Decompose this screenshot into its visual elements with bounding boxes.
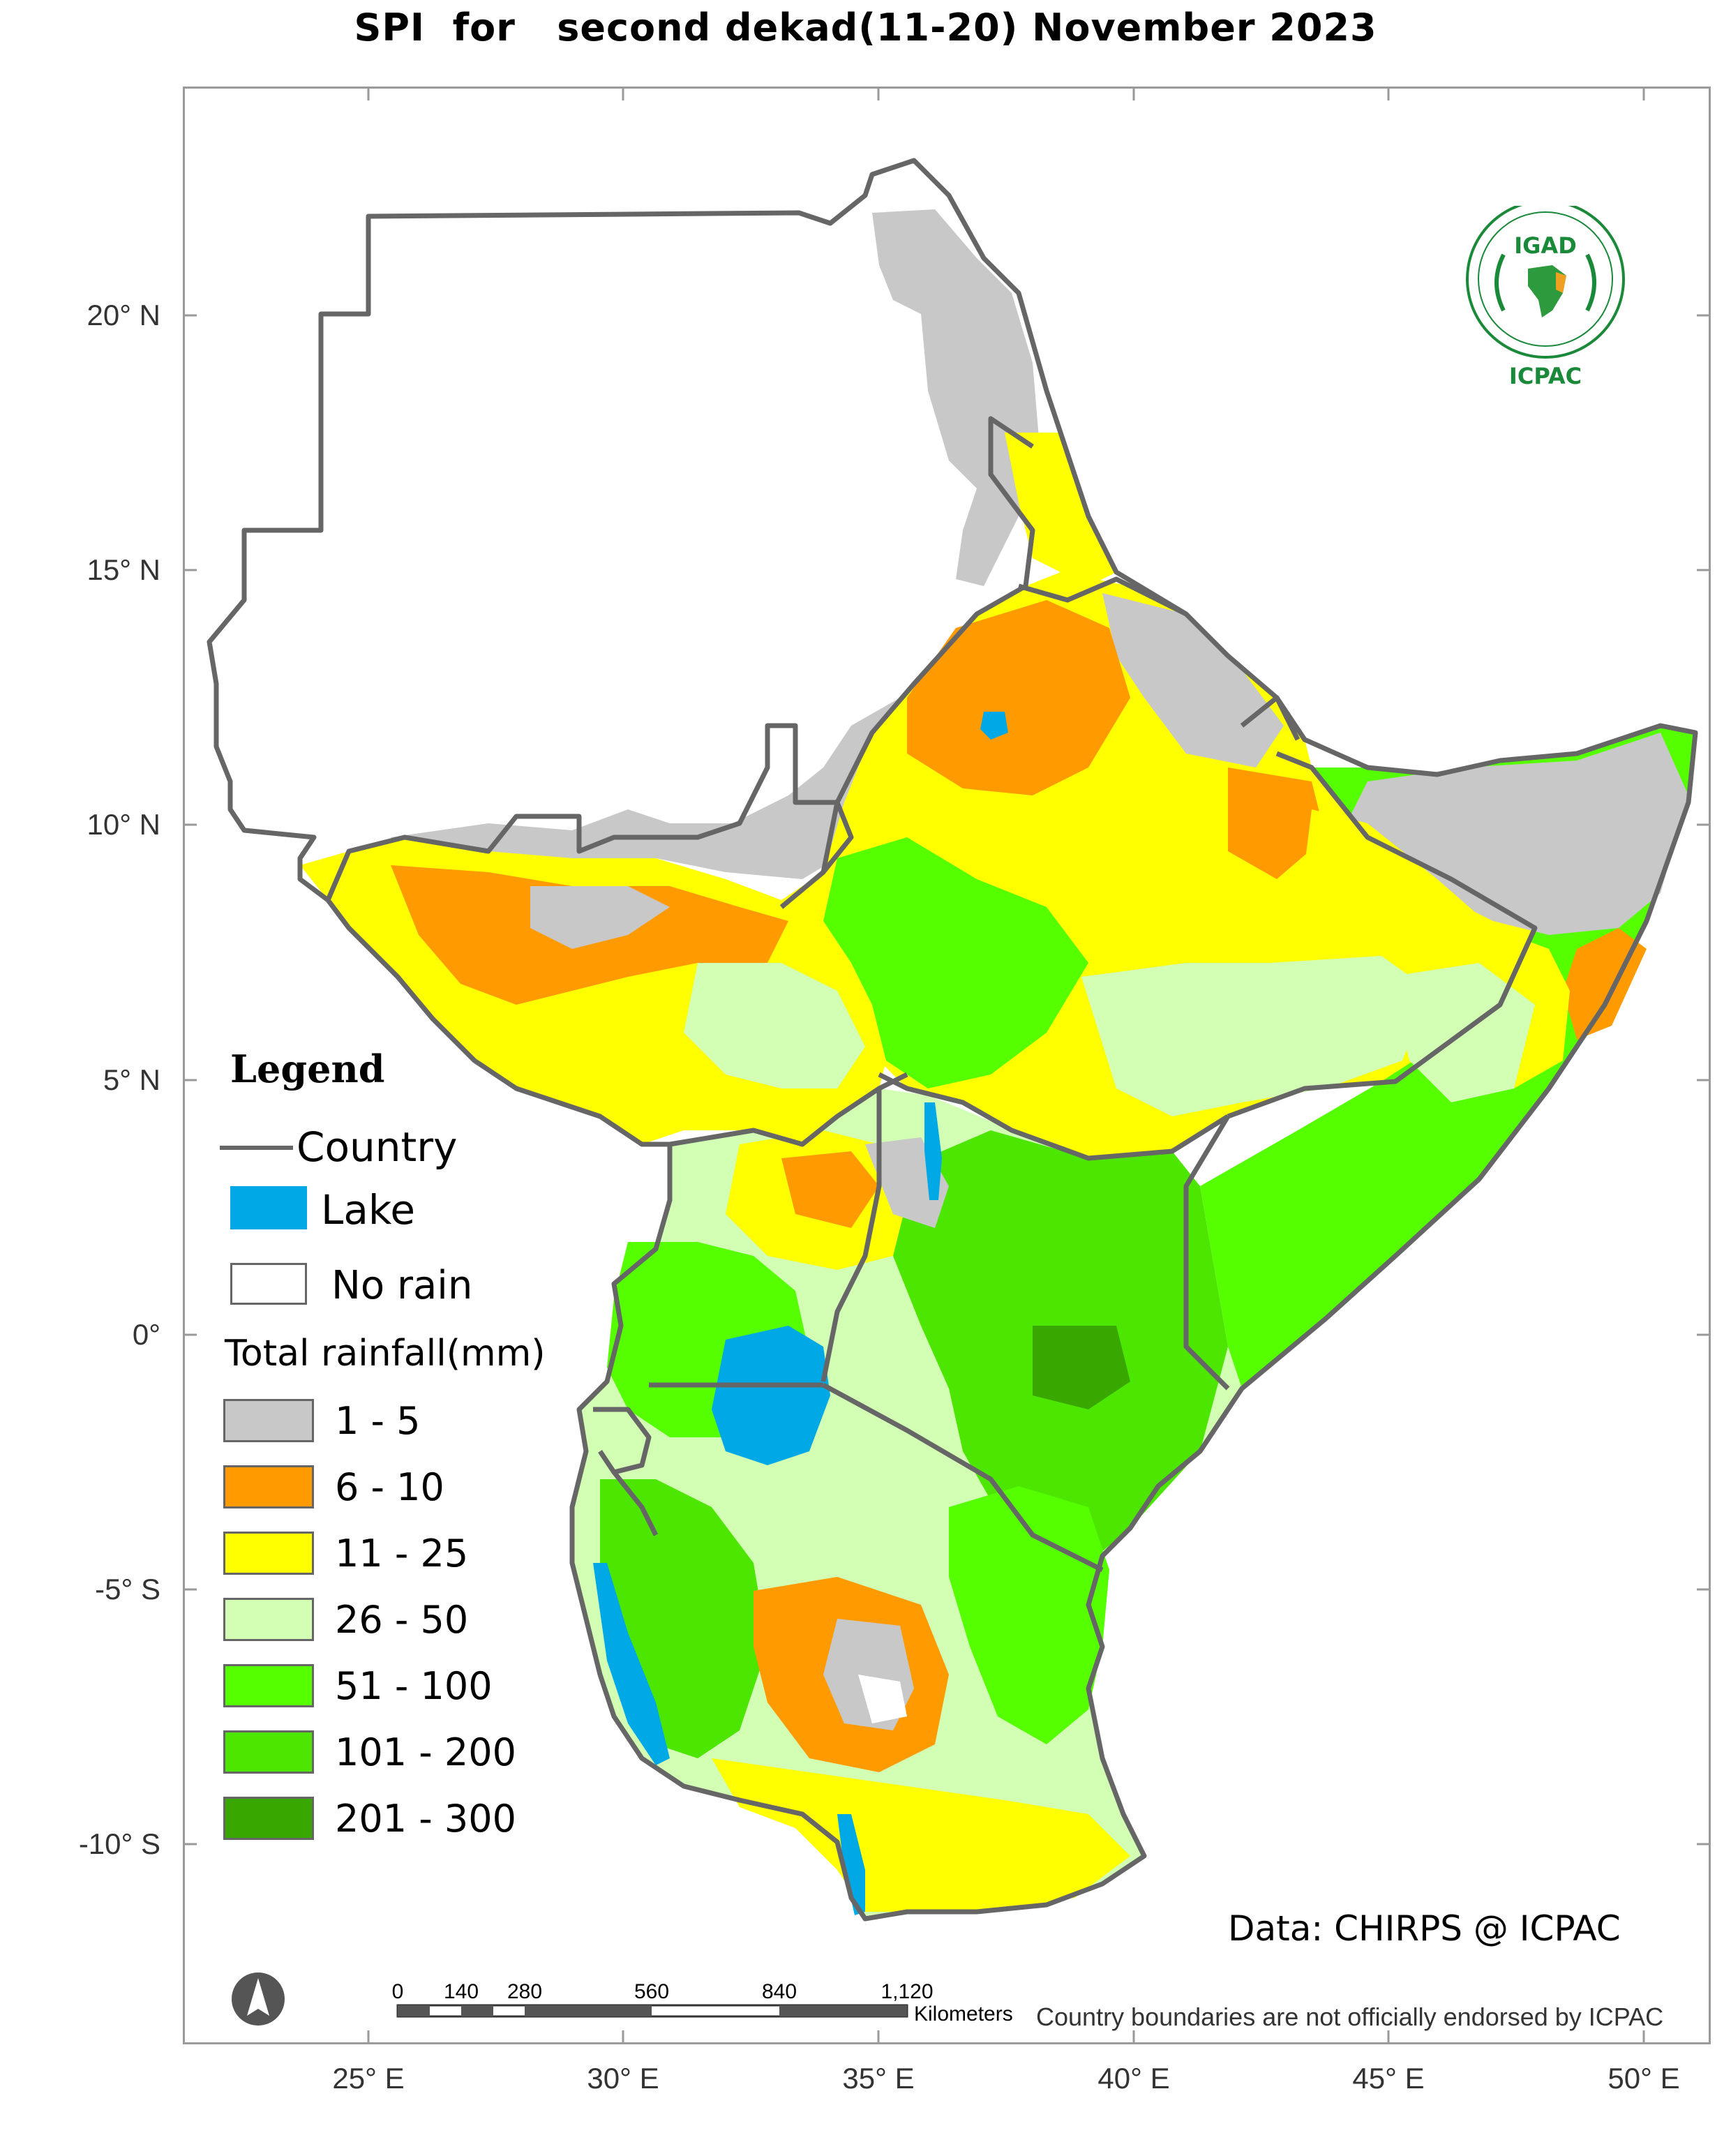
ethiopia-orange-1	[907, 600, 1130, 795]
legend-class-label: 6 - 10	[335, 1465, 444, 1509]
legend-swatch	[223, 1797, 314, 1840]
legend-class-label: 26 - 50	[335, 1598, 469, 1642]
ethiopia-lightgreen	[1081, 956, 1430, 1116]
legend-norain-label: No rain	[331, 1263, 473, 1308]
x-tick-label: 25° E	[332, 2062, 405, 2095]
logo-emblem-icon	[1466, 206, 1625, 359]
sudan-southsudan-border	[325, 723, 854, 909]
lake-turkana	[924, 1102, 942, 1200]
uganda-kenya-border	[820, 1088, 882, 1382]
igad-icpac-logo: IGAD ICPAC	[1462, 206, 1629, 394]
legend-class-label: 201 - 300	[335, 1797, 516, 1841]
eritrea-ethiopia-border	[1018, 576, 1187, 617]
legend-class-label: 51 - 100	[335, 1664, 493, 1708]
legend-class-label: 11 - 25	[335, 1532, 469, 1575]
uganda-orange	[781, 1151, 879, 1228]
lake-tanganyika	[593, 1563, 670, 1765]
x-tick-label: 45° E	[1352, 2062, 1425, 2095]
x-tick-label: 30° E	[587, 2062, 659, 2095]
y-tick-label: -10° S	[78, 1827, 160, 1860]
norain-swatch	[230, 1263, 307, 1305]
legend-title: Legend	[230, 1047, 385, 1091]
kenya-somalia-border	[1183, 1115, 1231, 1391]
x-tick-label: 50° E	[1608, 2062, 1680, 2095]
data-credit: Data: CHIRPS @ ICPAC	[1228, 1908, 1621, 1949]
djibouti-border	[1240, 695, 1301, 741]
sudan-ethiopia-border	[820, 416, 1035, 873]
x-tick-label: 40° E	[1097, 2062, 1170, 2095]
kenya-darkgreen	[1033, 1326, 1130, 1409]
legend-swatch	[223, 1664, 314, 1707]
scale-tick: 840	[761, 1980, 797, 2003]
map-title: SPI for second dekad(11-20) November 202…	[354, 6, 1377, 50]
lake-swatch	[230, 1186, 307, 1229]
y-tick-label: 15° N	[87, 553, 160, 586]
kenya-tanzania-border	[822, 1382, 1104, 1573]
scale-unit: Kilometers	[914, 2002, 1013, 2026]
legend-swatch	[223, 1532, 314, 1575]
southsudan-uganda-border	[669, 1072, 908, 1147]
legend-swatch	[223, 1730, 314, 1774]
scale-bar	[396, 2004, 908, 2018]
ethiopia-orange-2	[1228, 768, 1326, 879]
south-sudan-lightgreen	[684, 963, 865, 1088]
tanzania-white	[858, 1675, 907, 1723]
ethiopia-somalia-border	[1227, 751, 1538, 1119]
outer-boundary	[207, 158, 1698, 1922]
sudan-region	[216, 160, 1047, 865]
sudan-dry-east	[872, 209, 1040, 586]
legend-class-label: 101 - 200	[335, 1730, 516, 1774]
y-tick-label: 5° N	[103, 1063, 160, 1096]
lake-tana	[980, 712, 1008, 740]
x-tick-label: 35° E	[842, 2062, 915, 2095]
scale-tick: 560	[634, 1980, 670, 2003]
disclaimer: Country boundaries are not officially en…	[1036, 2002, 1664, 2031]
lake-victoria	[712, 1326, 830, 1465]
scale-tick: 0	[391, 1980, 404, 2003]
ethiopia-kenya-border	[878, 1072, 1229, 1161]
legend-swatch	[223, 1598, 314, 1641]
legend-country-label: Country	[297, 1123, 458, 1171]
legend-swatch	[223, 1399, 314, 1442]
scale-tick: 140	[443, 1980, 479, 2003]
scale-tick: 1,120	[881, 1980, 934, 2003]
burundi-tanzania-border	[612, 1470, 659, 1536]
logo-top-text: IGAD	[1514, 232, 1577, 259]
logo-bottom-text: ICPAC	[1508, 363, 1582, 389]
map-frame	[183, 87, 1711, 2044]
ethiopia-gray-north	[1102, 593, 1284, 768]
country-boundaries	[207, 158, 1698, 1922]
y-tick-label: -5° S	[95, 1573, 160, 1605]
ethiopia-green-sw	[823, 837, 1088, 1088]
legend-swatch	[223, 1465, 314, 1509]
legend-lake-label: Lake	[321, 1186, 416, 1234]
y-tick-label: 20° N	[87, 299, 160, 331]
south-sudan-gray	[530, 886, 670, 949]
somalia-orange-ne	[1563, 928, 1647, 1040]
rwanda-burundi-border	[593, 1407, 652, 1475]
y-tick-label: 10° N	[87, 808, 160, 841]
tanzania-yellow-south	[712, 1758, 1130, 1912]
scale-tick: 280	[507, 1980, 543, 2003]
frame-ticks	[183, 87, 1711, 2044]
y-tick-label: 0°	[132, 1318, 160, 1351]
country-line-symbol	[220, 1146, 293, 1150]
north-arrow-icon	[232, 1972, 285, 2026]
lake-malawi	[837, 1814, 865, 1915]
legend-rain-title: Total rainfall(mm)	[225, 1333, 546, 1375]
legend-class-label: 1 - 5	[335, 1399, 421, 1443]
